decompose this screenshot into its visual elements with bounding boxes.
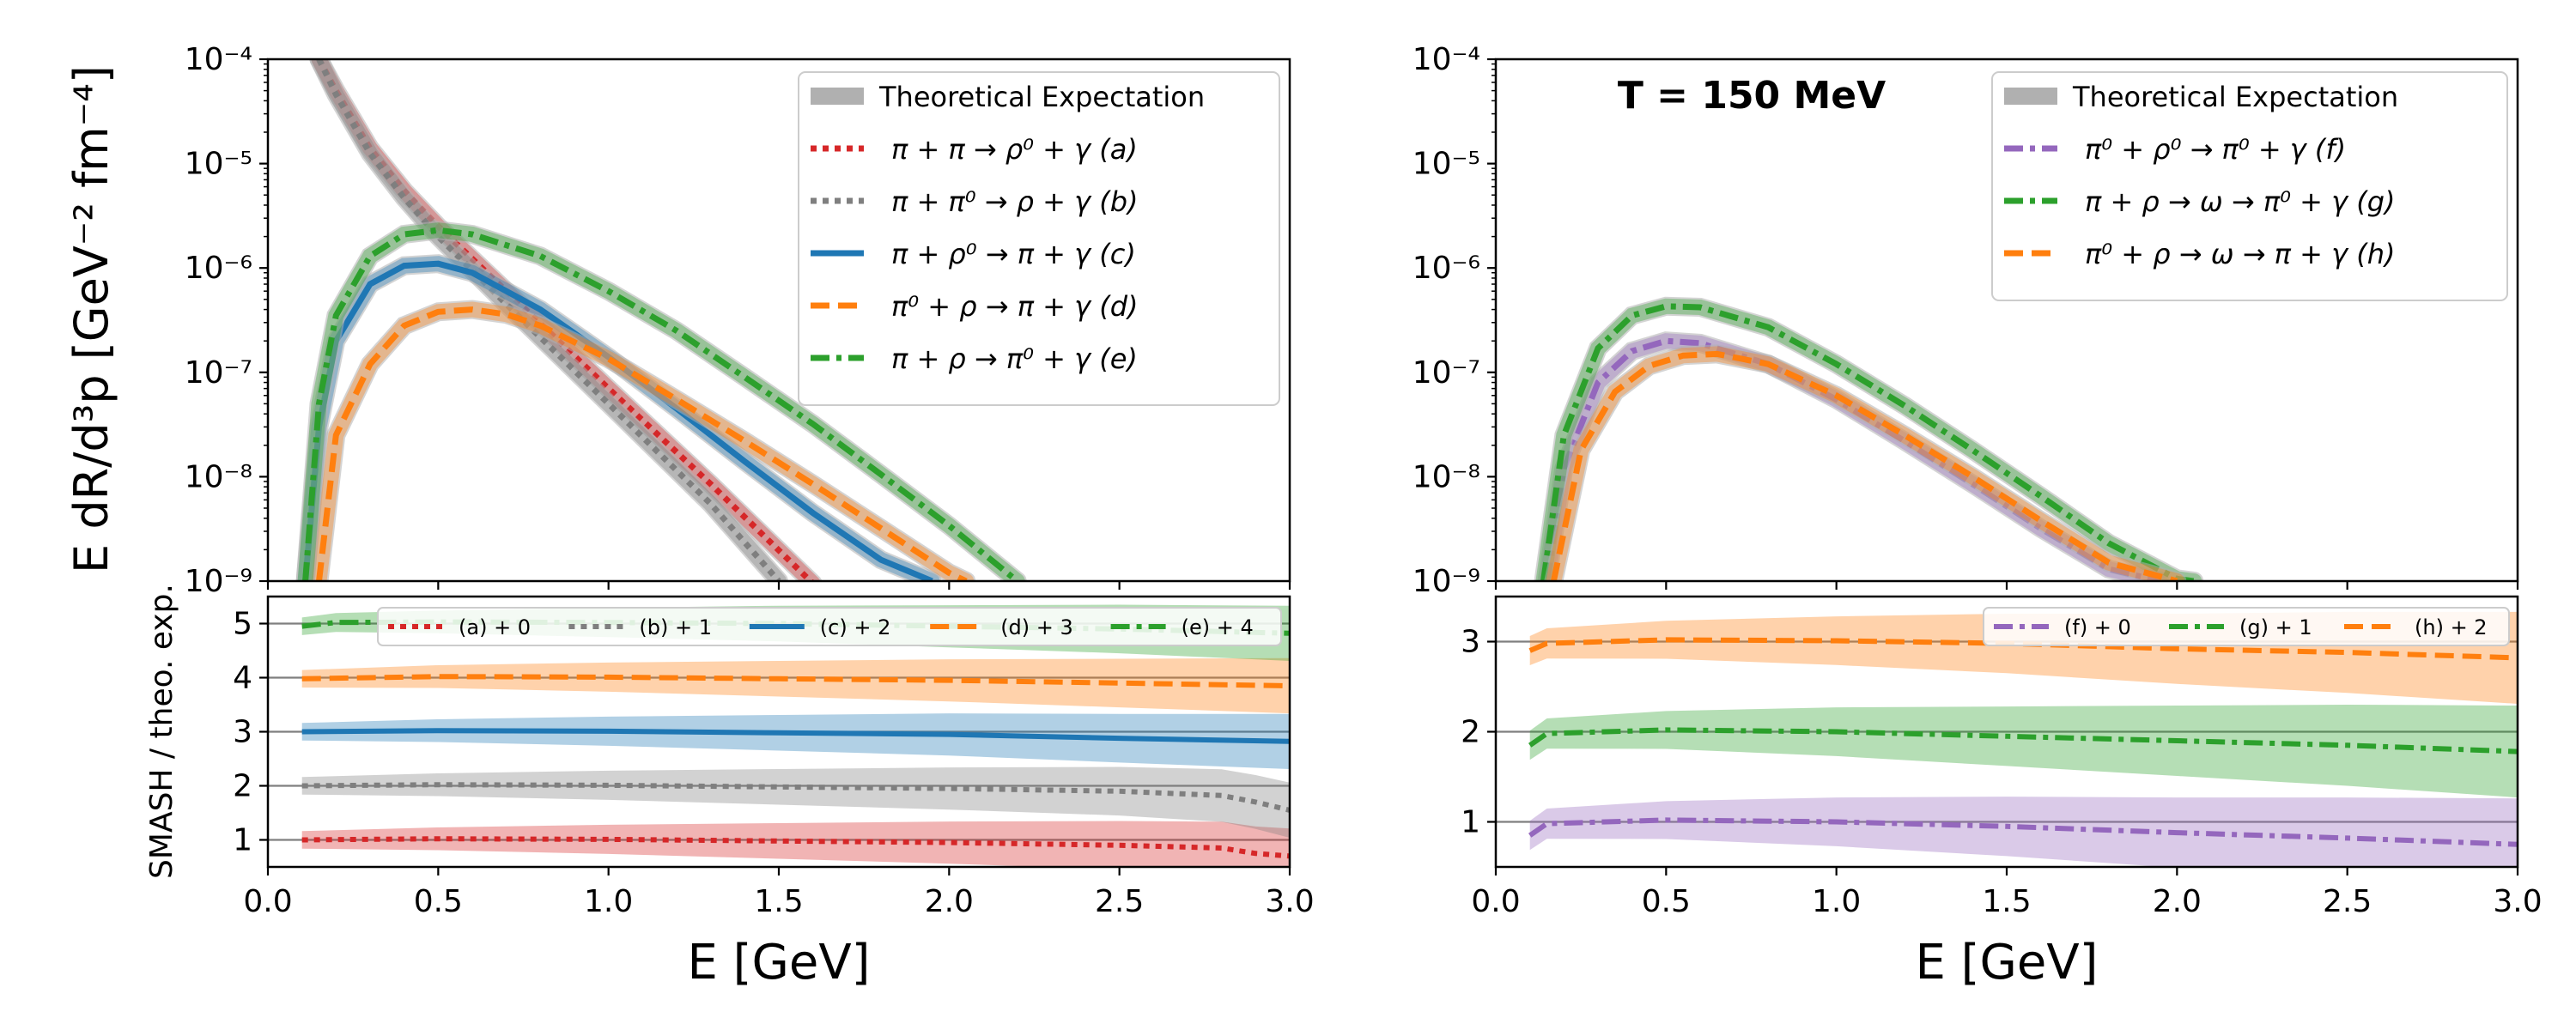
series-line-c bbox=[301, 728, 1290, 744]
plot-area bbox=[295, 59, 1027, 581]
x-tick-label: 2.5 bbox=[2323, 884, 2372, 919]
legend-label-h: π⁰ + ρ → ω → π + γ (h) bbox=[2085, 238, 2395, 270]
y-tick-label: 10⁻⁹ bbox=[1413, 564, 1480, 599]
legend-label-f: π⁰ + ρ⁰ → π⁰ + γ (f) bbox=[2085, 133, 2346, 166]
series-line-b bbox=[316, 59, 781, 581]
x-tick-label: 1.0 bbox=[584, 884, 633, 919]
plot-area bbox=[268, 604, 1290, 867]
series-line-g bbox=[1540, 303, 2195, 581]
legend-label-c: (c) + 2 bbox=[820, 615, 891, 639]
x-tick-label: 2.0 bbox=[925, 884, 974, 919]
panel-left-top: 10⁻⁹ 10⁻⁸ 10⁻⁷ 10⁻⁶ 10⁻⁵ 10⁻⁴ Theoretical Expe… bbox=[185, 42, 1291, 599]
x-tick-label: 1.5 bbox=[1982, 884, 2031, 919]
legend-label-h: (h) + 2 bbox=[2415, 615, 2488, 639]
temperature-annotation: T = 150 MeV bbox=[1618, 74, 1886, 118]
y-tick-label: 10⁻⁶ bbox=[1413, 251, 1480, 286]
y-tick-label: 3 bbox=[233, 715, 252, 750]
error-band-d bbox=[301, 657, 1290, 714]
y-tick-label: 3 bbox=[1461, 625, 1480, 660]
y-tick-label: 10⁻⁸ bbox=[1413, 459, 1480, 494]
series-line-e bbox=[302, 227, 1019, 581]
y-tick-label: 10⁻⁷ bbox=[185, 355, 252, 391]
x-tick-label: 1.0 bbox=[1812, 884, 1861, 919]
x-tick-label: 0.5 bbox=[414, 884, 463, 919]
legend-label-c: π + ρ⁰ → π + γ (c) bbox=[891, 238, 1136, 270]
error-band-g bbox=[1529, 705, 2518, 798]
legend-label-a: (a) + 0 bbox=[459, 615, 531, 639]
series-line-a bbox=[301, 836, 1290, 859]
panel-right-top: 10⁻⁹ 10⁻⁸ 10⁻⁷ 10⁻⁶ 10⁻⁵ 10⁻⁴ Theoretical Expe… bbox=[1413, 42, 2519, 599]
panel-right-bottom: 1 2 3 0.0 0.5 1.0 1.5 2.0 2.5 3.0 (f) + 0 (g) + 1 (h… bbox=[1461, 595, 2543, 919]
y-tick-label: 10⁻⁹ bbox=[185, 564, 252, 599]
y-tick-label: 10⁻⁴ bbox=[185, 42, 252, 77]
legend-box bbox=[1983, 607, 2510, 646]
series-line-g bbox=[1528, 727, 2518, 754]
x-tick-label: 0.5 bbox=[1642, 884, 1691, 919]
plot-area bbox=[1496, 611, 2518, 867]
error-band-a bbox=[301, 821, 1290, 867]
ratio-axis-label: SMASH / theo. exp. bbox=[144, 584, 179, 879]
x-tick-label: 0.0 bbox=[243, 884, 292, 919]
legend-box bbox=[377, 607, 1282, 646]
y-axis-label: E dR/d³p [GeV⁻² fm⁻⁴] bbox=[64, 65, 118, 573]
series-line-d bbox=[316, 306, 968, 581]
x-tick-label: 2.0 bbox=[2153, 884, 2202, 919]
panel-left-bottom: 1 2 3 4 5 0.0 0.5 1.0 1.5 2.0 2.5 3.0 (a) + 0 (b) + 1… bbox=[233, 595, 1315, 919]
legend-label-a: π + π → ρ⁰ + γ (a) bbox=[891, 133, 1138, 166]
x-tick-label: 3.0 bbox=[1265, 884, 1314, 919]
legend-label-g: π + ρ → ω → π⁰ + γ (g) bbox=[2085, 185, 2395, 218]
y-tick-label: 1 bbox=[1461, 805, 1480, 840]
legend-label-d: π⁰ + ρ → π + γ (d) bbox=[891, 290, 1139, 323]
legend-label-theory: Theoretical Expectation bbox=[878, 81, 1205, 113]
y-tick-label: 10⁻⁵ bbox=[1413, 147, 1480, 182]
y-tick-label: 1 bbox=[233, 823, 252, 858]
plot-area bbox=[1534, 296, 2204, 581]
x-tick-label: 0.0 bbox=[1471, 884, 1520, 919]
y-tick-label: 10⁻⁵ bbox=[185, 147, 252, 182]
legend-label-d: (d) + 3 bbox=[1000, 615, 1073, 639]
y-tick-label: 2 bbox=[1461, 715, 1480, 750]
legend-label-theory: Theoretical Expectation bbox=[2072, 81, 2398, 113]
legend-label-g: (g) + 1 bbox=[2239, 615, 2312, 639]
x-axis-label-left: E [GeV] bbox=[687, 935, 870, 991]
legend-label-e: π + ρ → π⁰ + γ (e) bbox=[891, 342, 1138, 375]
legend-label-b: π + π⁰ → ρ + γ (b) bbox=[891, 185, 1139, 218]
legend-box bbox=[1991, 71, 2508, 301]
series-line-h bbox=[1528, 637, 2518, 661]
legend-label-f: (f) + 0 bbox=[2064, 615, 2131, 639]
series-line-h bbox=[1550, 350, 2178, 581]
error-band-f bbox=[1529, 797, 2518, 867]
legend-box bbox=[798, 71, 1280, 406]
x-axis-label-right: E [GeV] bbox=[1915, 935, 2098, 991]
x-tick-label: 3.0 bbox=[2493, 884, 2542, 919]
x-tick-label: 2.5 bbox=[1095, 884, 1144, 919]
error-band-b bbox=[301, 766, 1290, 838]
x-tick-label: 1.5 bbox=[754, 884, 803, 919]
y-tick-label: 2 bbox=[233, 769, 252, 804]
series-line-d bbox=[301, 674, 1290, 688]
y-tick-label: 10⁻⁴ bbox=[1413, 42, 1480, 77]
legend-label-b: (b) + 1 bbox=[639, 615, 712, 639]
series-line-b bbox=[301, 782, 1290, 813]
y-tick-label: 10⁻⁶ bbox=[185, 251, 252, 286]
y-tick-label: 10⁻⁸ bbox=[185, 459, 252, 494]
y-tick-label: 10⁻⁷ bbox=[1413, 355, 1480, 391]
series-line-f bbox=[1528, 817, 2518, 847]
error-band-c bbox=[301, 713, 1290, 769]
y-tick-label: 4 bbox=[233, 661, 252, 696]
legend-label-e: (e) + 4 bbox=[1182, 615, 1254, 639]
y-tick-label: 5 bbox=[233, 607, 252, 642]
